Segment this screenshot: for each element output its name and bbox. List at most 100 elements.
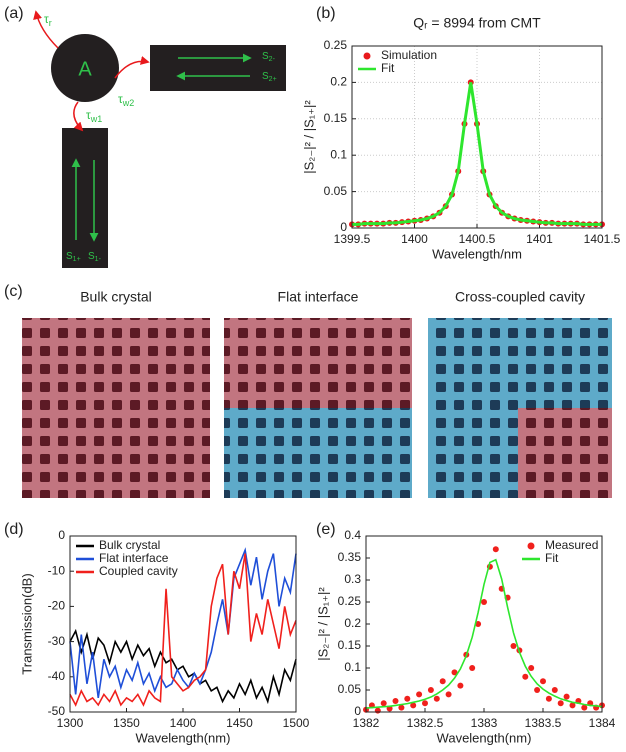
data-point bbox=[380, 700, 387, 707]
coupling-label: τw1 bbox=[86, 108, 102, 124]
x-tick-label: 1383.5 bbox=[525, 716, 562, 730]
legend-label: Flat interface bbox=[99, 551, 169, 565]
x-tick-label: 1300 bbox=[57, 716, 84, 730]
plot-frame bbox=[365, 535, 603, 713]
y-tick-label: 0.35 bbox=[338, 550, 362, 564]
symbol: S bbox=[262, 51, 269, 62]
x-tick-label: 1382.5 bbox=[407, 716, 444, 730]
y-axis-label: |S₂₋|² / |S₁₊|² bbox=[315, 587, 330, 661]
subscript: 1- bbox=[95, 256, 102, 263]
data-point bbox=[427, 687, 434, 693]
y-tick-label: 0 bbox=[58, 528, 65, 542]
x-tick-label: 1399.5 bbox=[334, 232, 371, 246]
chart-title: Qᵣ = 8994 from CMT bbox=[413, 15, 541, 31]
y-tick-label: -30 bbox=[48, 634, 66, 648]
x-tick-label: 1384 bbox=[589, 716, 616, 730]
data-point bbox=[545, 695, 552, 702]
subscript: 1+ bbox=[73, 256, 81, 263]
y-tick-label: 0.25 bbox=[324, 38, 348, 52]
sem-image bbox=[518, 408, 612, 498]
data-line bbox=[69, 628, 297, 705]
symbol: S bbox=[262, 71, 269, 82]
data-point bbox=[528, 665, 535, 671]
legend-label: Fit bbox=[381, 61, 395, 75]
subscript: r bbox=[49, 18, 52, 28]
subscript: 2- bbox=[269, 56, 276, 63]
data-line bbox=[69, 547, 297, 699]
y-tick-label: -10 bbox=[48, 563, 66, 577]
coupling-label: τw2 bbox=[118, 92, 134, 108]
symbol: S bbox=[66, 251, 73, 262]
panel-label: (a) bbox=[4, 5, 24, 22]
port-label: S2+ bbox=[262, 71, 277, 83]
plot-frame bbox=[69, 535, 297, 713]
y-tick-label: 0.1 bbox=[330, 147, 347, 161]
coupling-arrow bbox=[33, 10, 59, 49]
x-axis-label: Wavelength(nm) bbox=[437, 730, 532, 745]
x-axis-label: Wavelength(nm) bbox=[136, 730, 231, 745]
waveguide bbox=[62, 128, 108, 268]
x-tick-label: 1500 bbox=[283, 716, 310, 730]
data-point bbox=[557, 700, 564, 707]
y-tick-label: 0 bbox=[340, 220, 347, 234]
coupling-arrow bbox=[114, 56, 150, 79]
data-line bbox=[69, 553, 297, 707]
data-point bbox=[569, 702, 576, 709]
data-point bbox=[451, 669, 458, 676]
waveguide bbox=[150, 45, 286, 91]
y-tick-label: 0.2 bbox=[330, 75, 347, 89]
resonator bbox=[51, 34, 119, 102]
data-point bbox=[481, 599, 487, 605]
coupling-arrow bbox=[73, 101, 84, 132]
y-tick-label: 0.3 bbox=[344, 572, 361, 586]
port-label: S1+ bbox=[66, 251, 81, 263]
subscript: w2 bbox=[122, 98, 135, 108]
data-point bbox=[404, 695, 411, 702]
x-tick-label: 1382 bbox=[353, 716, 380, 730]
data-point bbox=[445, 691, 452, 698]
data-point bbox=[475, 621, 482, 627]
sem-image bbox=[224, 408, 412, 498]
panel-label: (c) bbox=[4, 283, 23, 300]
y-tick-label: 0.4 bbox=[344, 528, 361, 542]
port-label: S2- bbox=[262, 51, 276, 63]
symbol: S bbox=[88, 251, 95, 262]
plot-frame bbox=[351, 45, 603, 229]
plot-area bbox=[366, 536, 602, 712]
legend-marker bbox=[363, 52, 371, 60]
sem-image bbox=[224, 318, 412, 408]
data-point bbox=[416, 691, 423, 698]
panel-label: (b) bbox=[316, 5, 336, 22]
legend-label: Bulk crystal bbox=[99, 538, 160, 552]
y-tick-label: 0.05 bbox=[338, 682, 362, 696]
symbol: τ bbox=[86, 108, 91, 122]
panel-label: (d) bbox=[4, 521, 24, 538]
y-tick-label: 0.25 bbox=[338, 594, 362, 608]
x-tick-label: 1401.5 bbox=[584, 232, 621, 246]
legend-label: Fit bbox=[545, 551, 559, 565]
y-tick-label: 0.1 bbox=[344, 660, 361, 674]
data-point bbox=[374, 707, 381, 714]
x-axis-label: Wavelength/nm bbox=[432, 246, 522, 261]
data-point bbox=[433, 695, 440, 702]
x-tick-label: 1383 bbox=[471, 716, 498, 730]
y-tick-label: 0.2 bbox=[344, 616, 361, 630]
x-tick-label: 1400 bbox=[401, 232, 428, 246]
y-axis-label: Transmission(dB) bbox=[19, 573, 34, 674]
data-line bbox=[352, 82, 602, 226]
node-label: A bbox=[78, 58, 92, 80]
y-tick-label: 0.05 bbox=[324, 184, 348, 198]
data-point bbox=[563, 693, 570, 700]
y-axis-label: |S₂₋|² / |S₁₊|² bbox=[301, 100, 316, 174]
x-tick-label: 1400.5 bbox=[459, 232, 496, 246]
symbol: τ bbox=[44, 12, 49, 26]
y-tick-label: -50 bbox=[48, 704, 66, 718]
data-point bbox=[581, 704, 588, 711]
image-title: Cross-coupled cavity bbox=[455, 289, 585, 305]
data-point bbox=[392, 698, 399, 704]
data-point bbox=[422, 700, 428, 707]
y-tick-label: 0.15 bbox=[324, 111, 348, 125]
coupling-label: τr bbox=[44, 12, 52, 28]
